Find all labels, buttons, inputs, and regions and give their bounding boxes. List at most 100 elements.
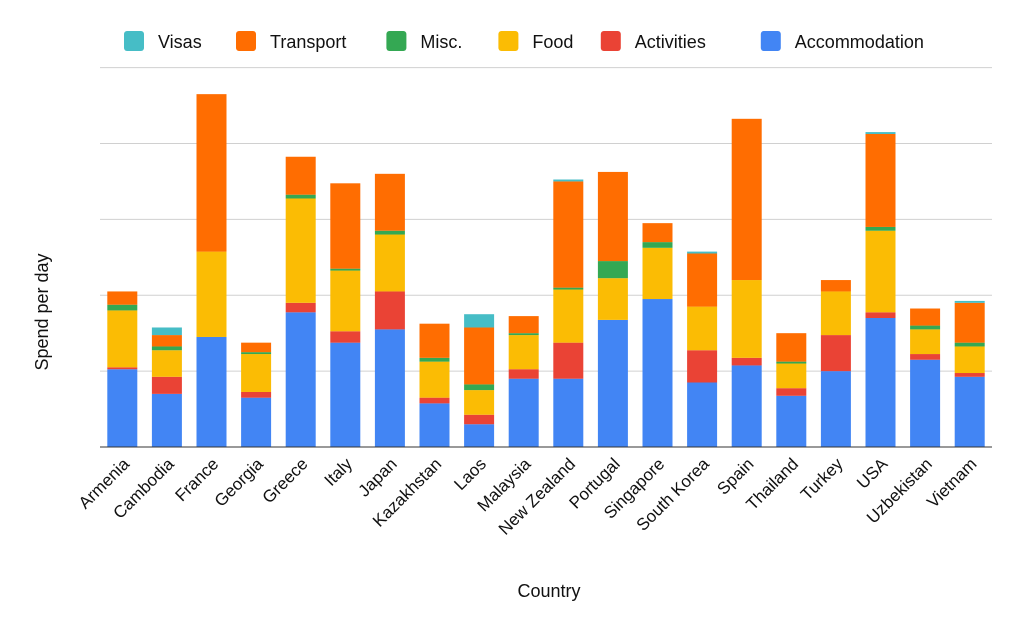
bar-stack-thailand: [776, 333, 807, 447]
bar-segment-misc: [151, 346, 182, 351]
bar-segment-transport: [330, 183, 361, 269]
bar-segment-accommodation: [553, 378, 584, 447]
bar-segment-food: [910, 329, 941, 355]
bar-segment-food: [642, 247, 673, 300]
bar-segment-accommodation: [196, 336, 227, 447]
legend-swatch: [236, 31, 256, 51]
bar-segment-accommodation: [820, 371, 851, 447]
bar-segment-transport: [241, 342, 272, 353]
y-axis-title: Spend per day: [32, 253, 52, 370]
bar-segment-misc: [419, 357, 450, 362]
legend-label: Accommodation: [795, 32, 924, 52]
bar-segment-activities: [508, 369, 539, 379]
bar-segment-activities: [910, 354, 941, 360]
bar-segment-food: [508, 335, 539, 370]
legend-label: Misc.: [420, 32, 462, 52]
x-tick-label: Turkey: [797, 454, 847, 504]
bar-segment-transport: [196, 94, 227, 252]
bar-stack-usa: [865, 132, 896, 447]
bar-segment-accommodation: [865, 318, 896, 447]
bar-segment-accommodation: [910, 359, 941, 447]
bar-stack-singapore: [642, 223, 673, 447]
legend-label: Visas: [158, 32, 202, 52]
bar-segment-accommodation: [285, 312, 316, 447]
bar-segment-misc: [553, 287, 584, 290]
bar-segment-activities: [820, 335, 851, 372]
bar-segment-transport: [464, 327, 495, 385]
legend-swatch: [760, 31, 781, 51]
legend-item-accommodation: Accommodation: [760, 31, 924, 52]
bar-segment-food: [954, 346, 985, 374]
bar-stack-france: [196, 94, 227, 447]
bar-segment-activities: [151, 376, 182, 394]
legend-label: Transport: [270, 32, 346, 52]
bar-stack-cambodia: [151, 327, 182, 447]
bar-segment-food: [419, 361, 450, 398]
bar-stack-new-zealand: [553, 179, 584, 447]
bar-stack-spain: [731, 118, 762, 447]
bar-stack-portugal: [597, 171, 628, 447]
bar-segment-misc: [597, 261, 628, 279]
bar-segment-accommodation: [330, 342, 361, 447]
bar-segment-activities: [731, 357, 762, 366]
bar-segment-food: [107, 310, 138, 368]
bar-segment-food: [241, 354, 272, 392]
legend-item-misc: Misc.: [386, 31, 462, 52]
legend-swatch: [498, 31, 519, 51]
x-tick-label: Laos: [450, 454, 490, 494]
legend-item-activities: Activities: [600, 31, 706, 52]
bar-segment-food: [865, 230, 896, 313]
bar-segment-transport: [285, 156, 316, 195]
legend-swatch: [124, 31, 144, 51]
bar-segment-transport: [642, 223, 673, 243]
bar-segment-accommodation: [687, 382, 718, 447]
bar-stack-armenia: [107, 291, 138, 447]
bar-segment-accommodation: [731, 365, 762, 447]
x-tick-label: Georgia: [211, 454, 268, 511]
bar-segment-accommodation: [464, 424, 495, 447]
bar-segment-food: [285, 198, 316, 303]
bar-segment-accommodation: [776, 395, 807, 447]
legend-item-visas: Visas: [124, 31, 202, 52]
bar-segment-accommodation: [241, 397, 272, 447]
bar-segment-activities: [241, 391, 272, 398]
bar-segment-misc: [910, 325, 941, 330]
bar-segment-transport: [687, 253, 718, 307]
bar-stack-kazakhstan: [419, 323, 450, 447]
bar-segment-misc: [285, 194, 316, 199]
bars: [107, 94, 985, 447]
bar-segment-visas: [687, 251, 718, 254]
bar-stack-vietnam: [954, 300, 985, 447]
bar-segment-accommodation: [419, 403, 450, 447]
bar-segment-transport: [820, 280, 851, 292]
bar-segment-misc: [464, 384, 495, 391]
bar-segment-food: [731, 280, 762, 358]
bar-segment-visas: [151, 327, 182, 336]
bar-segment-accommodation: [151, 393, 182, 447]
bar-segment-visas: [553, 179, 584, 182]
legend-item-transport: Transport: [236, 31, 346, 52]
bar-stack-malaysia: [508, 316, 539, 447]
bar-segment-misc: [374, 230, 405, 235]
bar-segment-activities: [687, 350, 718, 383]
x-tick-label: Vietnam: [923, 454, 980, 511]
bar-segment-misc: [642, 242, 673, 248]
gridlines: [100, 67, 992, 372]
bar-segment-food: [597, 278, 628, 320]
bar-segment-food: [687, 306, 718, 351]
bar-segment-activities: [285, 302, 316, 313]
bar-segment-accommodation: [597, 319, 628, 447]
bar-segment-transport: [731, 118, 762, 281]
bar-stack-georgia: [241, 342, 272, 447]
x-tick-label: Italy: [321, 454, 357, 490]
x-axis-title: Country: [517, 581, 580, 601]
bar-stack-turkey: [820, 280, 851, 447]
bar-segment-misc: [865, 226, 896, 231]
bar-segment-food: [196, 251, 227, 337]
bar-segment-transport: [151, 335, 182, 347]
bar-segment-transport: [954, 302, 985, 343]
x-tick-label: Greece: [259, 454, 312, 507]
legend-label: Activities: [635, 32, 706, 52]
bar-stack-uzbekistan: [910, 308, 941, 447]
